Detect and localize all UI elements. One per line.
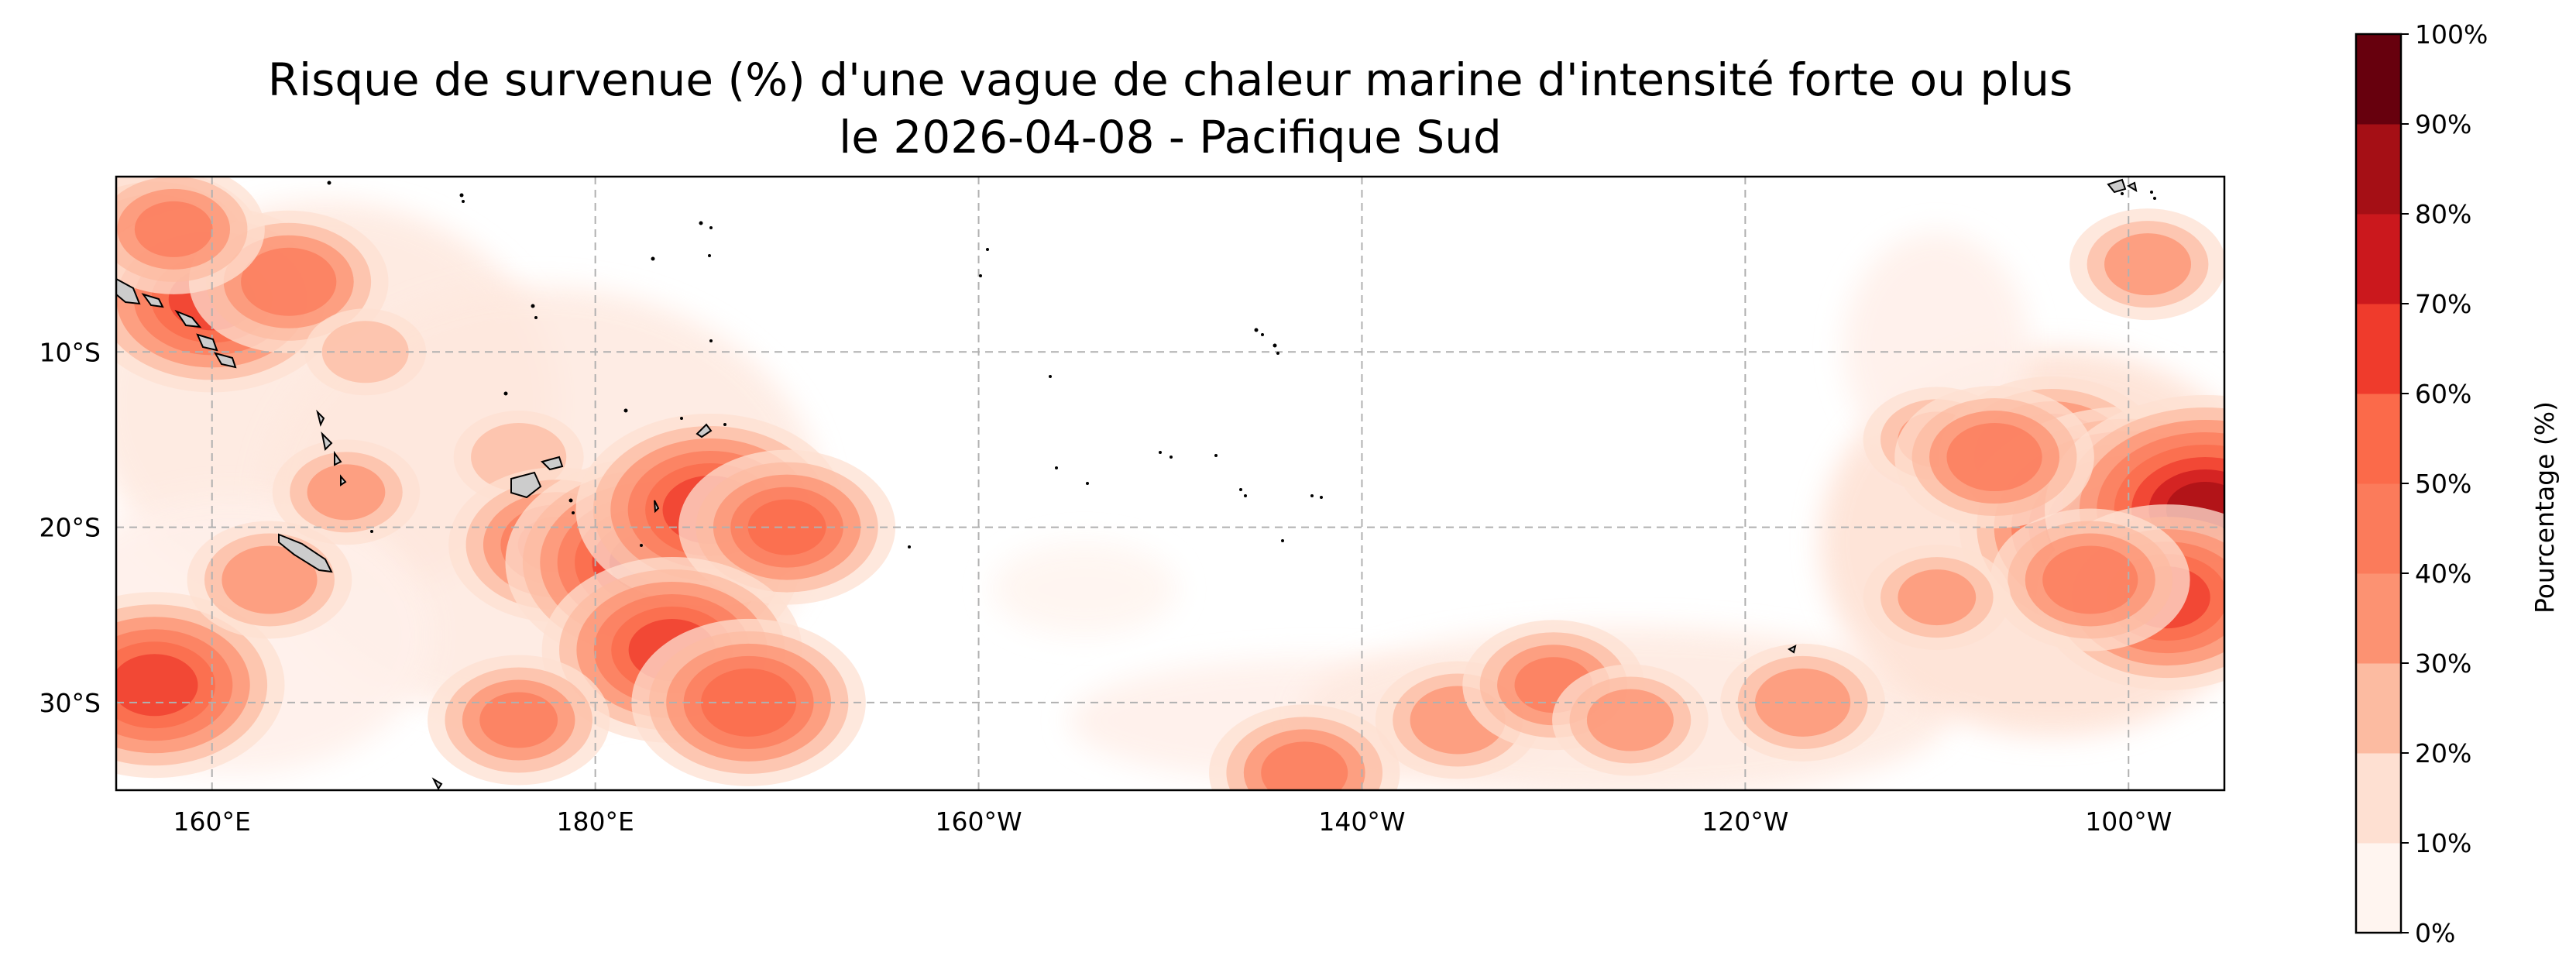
colorbar-segment (2356, 394, 2401, 484)
heat-patch (1261, 741, 1348, 790)
longitude-tick-label: 160°W (935, 806, 1022, 837)
longitude-axis: 160°E 180°E 160°W 140°W 120°W 100°W (173, 806, 2172, 837)
galapagos-islands (2107, 178, 2138, 194)
longitude-tick-label: 100°W (2085, 806, 2172, 837)
heat-patch (2042, 545, 2138, 614)
colorbar-tick-label: 50% (2415, 469, 2471, 499)
longitude-tick-label: 140°W (1318, 806, 1405, 837)
solomon-islands (141, 293, 237, 369)
longitude-tick-label: 160°E (173, 806, 251, 837)
map-frame (115, 175, 2226, 792)
atolls (327, 181, 2156, 548)
latitude-tick-label: 10°S (39, 337, 101, 367)
heat-patch (1946, 423, 2042, 492)
colorbar: 0% 10% 20% 30% 40% 50% 60% 70% 80% 90% 100% (2354, 19, 2488, 948)
colorbar-segment (2356, 214, 2401, 304)
heat-patch (2104, 233, 2192, 296)
latitude-tick-label: 30°S (39, 688, 101, 718)
coastlines (116, 178, 2138, 790)
longitude-tick-label: 180°E (556, 806, 634, 837)
colorbar-tick-label: 100% (2415, 19, 2488, 50)
colorbar-tick-label: 90% (2415, 109, 2471, 139)
colorbar-tick-label: 40% (2415, 559, 2471, 589)
heat-patch (1898, 569, 1977, 626)
colorbar-segment (2356, 124, 2401, 215)
colorbar-tick-label: 0% (2415, 918, 2455, 948)
colorbar-segment (2356, 843, 2401, 933)
heat-patch (479, 692, 558, 748)
heat-patch (134, 201, 213, 257)
map-title-line1: Risque de survenue (%) d'une vague de ch… (267, 53, 2073, 106)
heat-patch (307, 464, 386, 521)
heat-patch (222, 545, 318, 614)
colorbar-segment (2356, 34, 2401, 125)
colorbar-label: Pourcentage (%) (2530, 401, 2560, 614)
map-title-line2: le 2026-04-08 - Pacifique Sud (839, 111, 1502, 163)
heat-patch (241, 247, 337, 316)
heat-patch (747, 499, 826, 555)
heat-risk-field (116, 177, 2224, 790)
easter-island (1788, 645, 1797, 654)
vanuatu-islands (316, 409, 347, 486)
heat-patch (116, 654, 198, 717)
new-guinea-coast (116, 277, 141, 305)
colorbar-segment (2356, 483, 2401, 574)
colorbar-tick-label: 70% (2415, 289, 2471, 319)
gridlines (116, 177, 2224, 790)
colorbar-segment (2356, 663, 2401, 754)
colorbar-tick-label: 10% (2415, 828, 2471, 858)
heat-patch (1586, 689, 1674, 751)
colorbar-tick-label: 80% (2415, 199, 2471, 229)
colorbar-segment (2356, 753, 2401, 844)
colorbar-segment (2356, 573, 2401, 664)
colorbar-tick-label: 30% (2415, 648, 2471, 679)
longitude-tick-label: 120°W (1702, 806, 1788, 837)
tonga-islands (654, 423, 713, 514)
colorbar-tick-label: 60% (2415, 379, 2471, 409)
colorbar-tick-label: 20% (2415, 738, 2471, 768)
latitude-tick-label: 20°S (39, 513, 101, 543)
latitude-axis: 10°S 20°S 30°S (39, 337, 101, 718)
fiji-islands (510, 456, 564, 499)
colorbar-segment (2356, 304, 2401, 394)
new-caledonia (278, 533, 333, 573)
kermadec-island (431, 777, 443, 790)
heat-patch (321, 321, 409, 383)
